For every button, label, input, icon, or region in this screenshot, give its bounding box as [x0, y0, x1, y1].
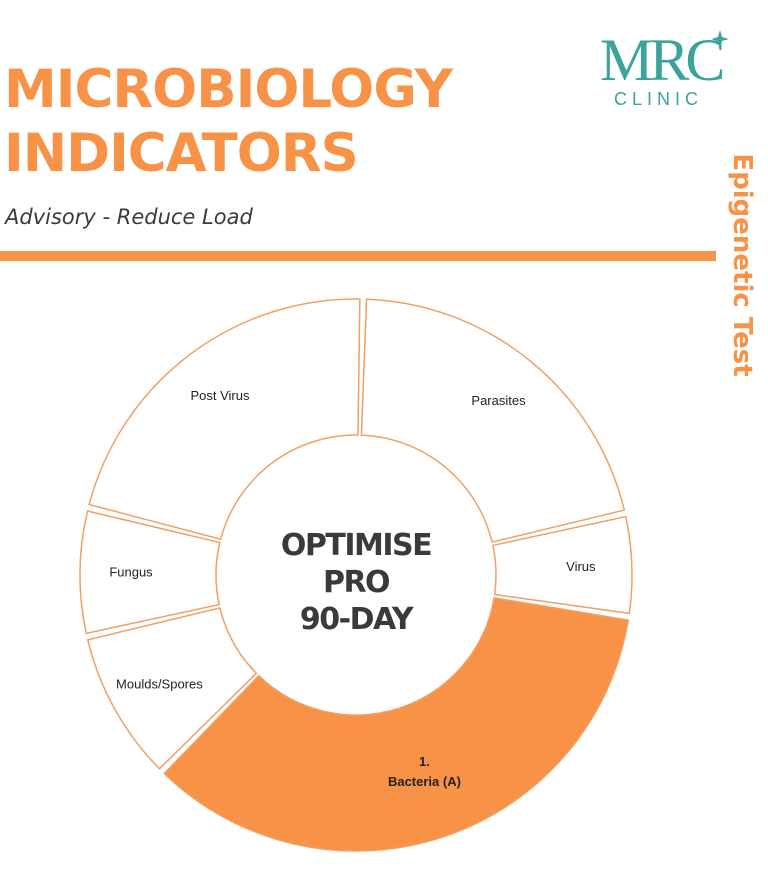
mrc-clinic-logo: MRC CLINIC: [600, 27, 729, 109]
title-line-2: INDICATORS: [4, 123, 359, 184]
donut-segment-post-virus: [88, 298, 361, 541]
title-line-1: MICROBIOLOGY: [4, 59, 453, 120]
segment-label: Parasites: [471, 393, 526, 408]
segment-rank: 1.: [419, 754, 430, 769]
logo-star-icon: [711, 30, 729, 48]
orange-divider: [0, 251, 716, 261]
segment-label: Fungus: [109, 565, 153, 580]
subtitle: Advisory - Reduce Load: [5, 205, 253, 229]
segment-label: Virus: [566, 559, 596, 574]
logo-mark: MRC: [600, 27, 722, 93]
microbiology-donut-chart: Parasites Virus 1. Bacteria (A) Moulds/Spore…: [79, 298, 633, 852]
page-title: MICROBIOLOGY INDICATORS: [4, 58, 453, 186]
donut-segment-virus: [491, 515, 633, 615]
center-line-3: 90-DAY: [300, 602, 415, 637]
donut-segment-fungus: [79, 510, 221, 635]
donut-segments: Parasites Virus 1. Bacteria (A) Moulds/Spore…: [79, 298, 633, 852]
segment-label: Post Virus: [190, 388, 250, 403]
donut-segment-moulds-spores: [86, 607, 258, 770]
donut-segment-parasites: [360, 298, 626, 543]
center-line-1: OPTIMISE: [281, 528, 431, 563]
donut-segment-bacteria-a: [163, 597, 630, 852]
logo-sub: CLINIC: [614, 89, 703, 109]
segment-label: Moulds/Spores: [116, 676, 203, 691]
center-line-2: PRO: [323, 565, 389, 600]
segment-label: Bacteria (A): [388, 774, 461, 789]
